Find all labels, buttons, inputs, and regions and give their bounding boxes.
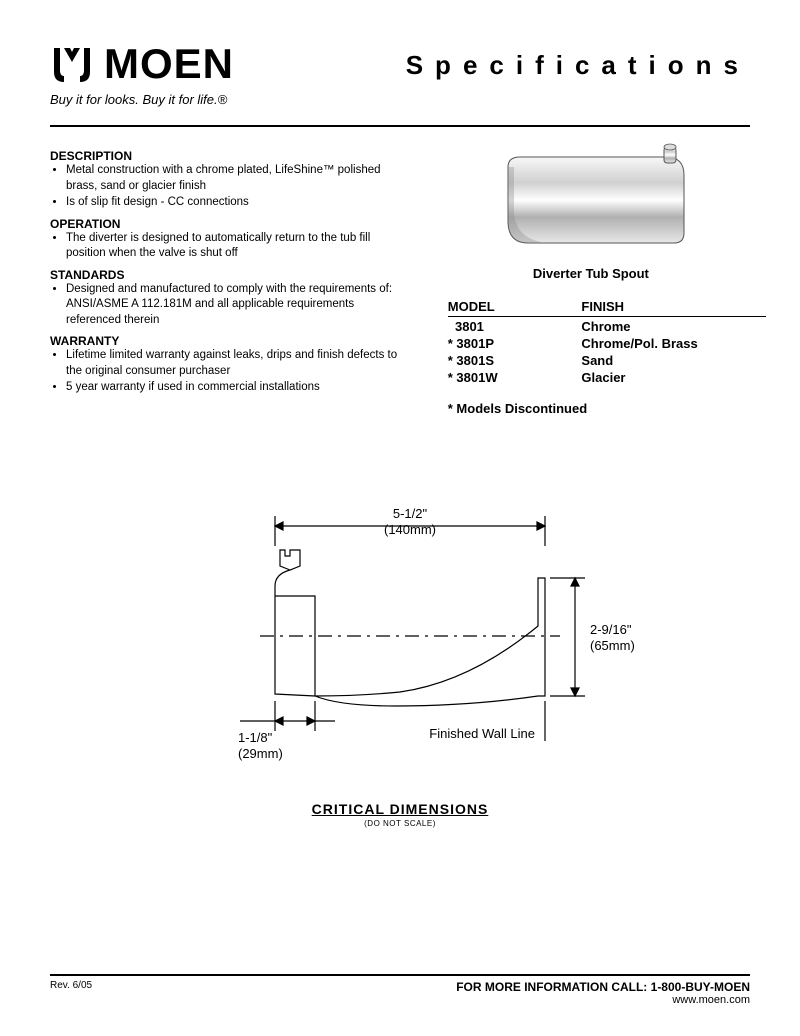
dim-height-in: 2-9/16": [590, 622, 632, 637]
product-image: [432, 143, 750, 258]
wall-line-label: Finished Wall Line: [429, 726, 535, 741]
content-area: DESCRIPTION Metal construction with a ch…: [50, 143, 750, 416]
operation-list: The diverter is designed to automaticall…: [50, 231, 402, 262]
standards-item: Designed and manufactured to comply with…: [66, 282, 402, 329]
finish-cell: Sand: [581, 353, 613, 368]
finish-cell: Chrome/Pol. Brass: [581, 336, 697, 351]
discontinued-note: * Models Discontinued: [448, 401, 750, 416]
model-cell: 3801P: [456, 336, 494, 351]
footer: Rev. 6/05 FOR MORE INFORMATION CALL: 1-8…: [50, 974, 750, 1006]
description-item: Is of slip fit design - CC connections: [66, 195, 402, 211]
operation-item: The diverter is designed to automaticall…: [66, 231, 402, 262]
critical-sub: (DO NOT SCALE): [50, 819, 750, 828]
table-row: * 3801S Sand: [448, 351, 766, 368]
description-list: Metal construction with a chrome plated,…: [50, 163, 402, 211]
header: MOEN Buy it for looks. Buy it for life.®…: [50, 40, 750, 127]
model-table: MODEL FINISH 3801 Chrome * 3801P Chrome/…: [448, 299, 766, 385]
dim-length-in: 5-1/2": [393, 506, 428, 521]
critical-dimensions: CRITICAL DIMENSIONS (DO NOT SCALE): [50, 801, 750, 828]
finish-header: FINISH: [581, 299, 766, 317]
website-url: www.moen.com: [456, 994, 750, 1006]
model-header: MODEL: [448, 299, 582, 317]
revision-label: Rev. 6/05: [50, 980, 92, 1006]
model-cell: 3801S: [456, 353, 494, 368]
description-item: Metal construction with a chrome plated,…: [66, 163, 402, 194]
logo-block: MOEN Buy it for looks. Buy it for life.®: [50, 40, 234, 107]
description-heading: DESCRIPTION: [50, 149, 402, 163]
critical-title: CRITICAL DIMENSIONS: [50, 801, 750, 817]
spec-column: DESCRIPTION Metal construction with a ch…: [50, 143, 402, 416]
warranty-heading: WARRANTY: [50, 334, 402, 348]
phone-info: FOR MORE INFORMATION CALL: 1-800-BUY-MOE…: [456, 980, 750, 994]
footer-line: Rev. 6/05 FOR MORE INFORMATION CALL: 1-8…: [50, 974, 750, 1006]
table-header-row: MODEL FINISH: [448, 299, 766, 317]
tagline: Buy it for looks. Buy it for life.®: [50, 92, 234, 107]
brand-name: MOEN: [104, 40, 234, 88]
page-title: Specifications: [406, 50, 750, 81]
product-column: Diverter Tub Spout MODEL FINISH 3801 Chr…: [432, 143, 750, 416]
dim-offset-in: 1-1/8": [238, 730, 273, 745]
dim-length-mm: (140mm): [384, 522, 436, 537]
model-cell: 3801: [455, 319, 484, 334]
table-row: * 3801P Chrome/Pol. Brass: [448, 334, 766, 351]
table-row: 3801 Chrome: [448, 317, 766, 335]
warranty-item: Lifetime limited warranty against leaks,…: [66, 348, 402, 379]
warranty-item: 5 year warranty if used in commercial in…: [66, 380, 402, 396]
dim-height-mm: (65mm): [590, 638, 635, 653]
warranty-list: Lifetime limited warranty against leaks,…: [50, 348, 402, 396]
standards-list: Designed and manufactured to comply with…: [50, 282, 402, 329]
moen-logo-icon: [50, 42, 94, 86]
footer-right: FOR MORE INFORMATION CALL: 1-800-BUY-MOE…: [456, 980, 750, 1006]
dim-offset-mm: (29mm): [238, 746, 283, 761]
finish-cell: Glacier: [581, 370, 625, 385]
finish-cell: Chrome: [581, 319, 630, 334]
model-cell: 3801W: [456, 370, 497, 385]
table-row: * 3801W Glacier: [448, 368, 766, 385]
product-name: Diverter Tub Spout: [432, 266, 750, 281]
operation-heading: OPERATION: [50, 217, 402, 231]
dimensions-diagram: 5-1/2" (140mm) 2-9/16" (65mm) 1-1/8" (29…: [50, 506, 750, 771]
logo-row: MOEN: [50, 40, 234, 88]
standards-heading: STANDARDS: [50, 268, 402, 282]
